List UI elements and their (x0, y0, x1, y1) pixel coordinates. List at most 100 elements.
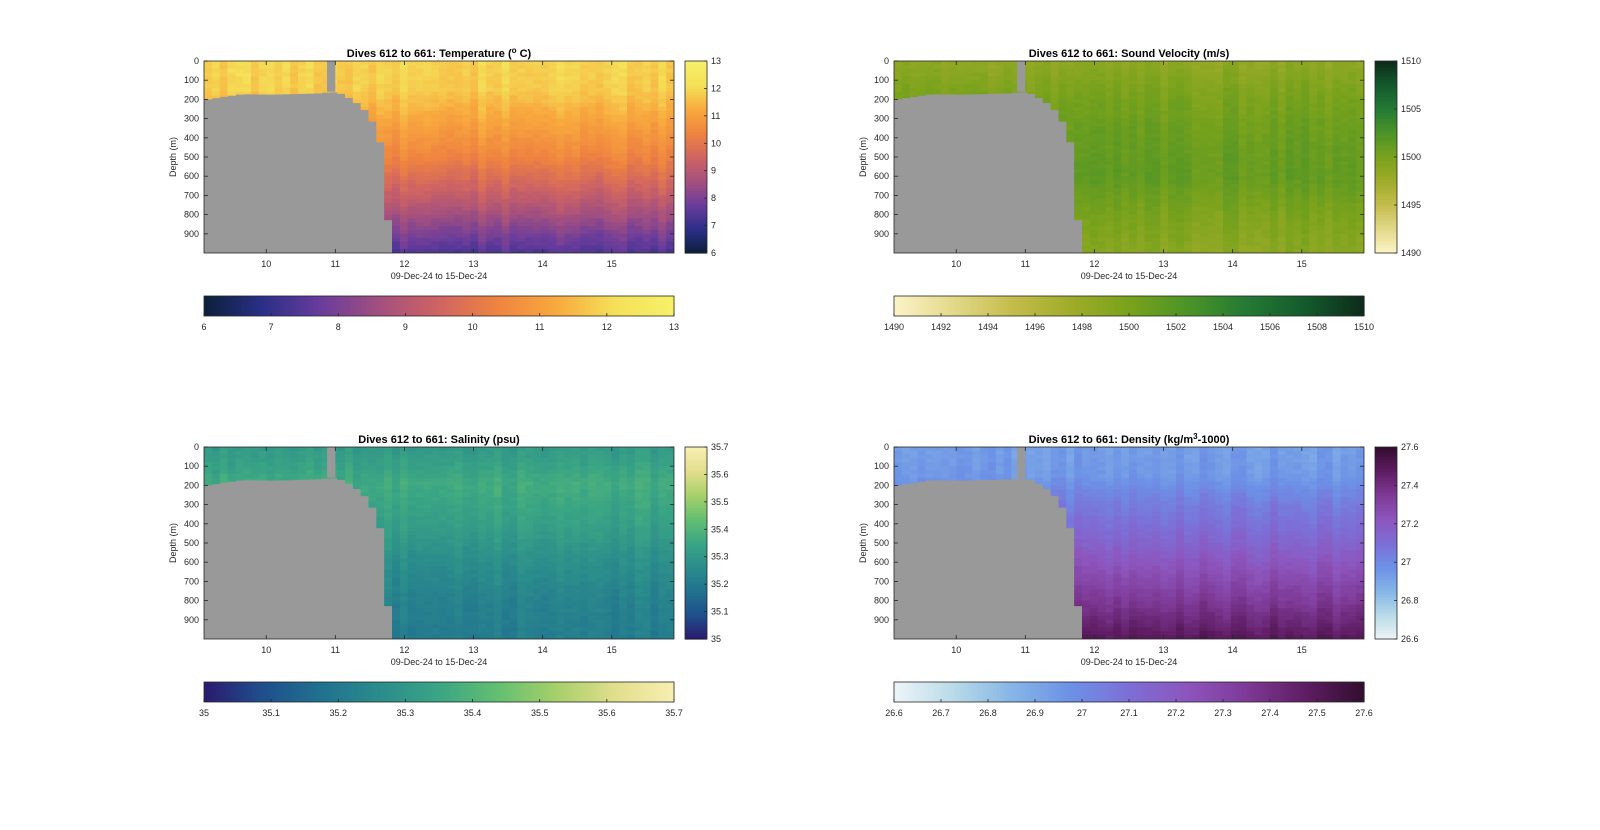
data-cell (376, 500, 385, 506)
data-cell (1230, 241, 1240, 246)
data-cell (423, 130, 432, 135)
data-cell (1097, 110, 1107, 116)
data-cell (407, 164, 417, 170)
data-cell (298, 470, 307, 475)
data-cell (384, 477, 393, 483)
data-cell (1340, 203, 1349, 208)
data-cell (345, 447, 354, 452)
data-cell (493, 110, 503, 116)
data-cell (219, 64, 229, 70)
colorbar-segment (1132, 296, 1137, 316)
data-cell (894, 80, 903, 85)
data-cell (501, 95, 511, 100)
data-cell (251, 477, 260, 481)
data-cell (439, 99, 448, 104)
data-cell (1089, 153, 1099, 158)
y-tick-label: 200 (874, 94, 889, 104)
data-cell (439, 206, 448, 212)
colorbar-segment (600, 296, 605, 316)
data-cell (988, 80, 997, 85)
data-cell (509, 61, 518, 66)
colorbar-segment (358, 296, 363, 316)
data-cell (564, 245, 573, 250)
data-cell (1324, 229, 1334, 235)
data-cell (995, 64, 1005, 70)
colorbar-segment (960, 296, 965, 316)
data-cell (462, 160, 471, 166)
data-cell (486, 237, 495, 243)
data-cell (1082, 249, 1091, 253)
data-cell (1042, 72, 1052, 77)
data-cell (423, 141, 432, 147)
data-cell (1160, 176, 1169, 181)
data-cell (454, 76, 464, 81)
data-cell (415, 249, 424, 253)
data-cell (486, 110, 495, 116)
data-cell (392, 99, 401, 104)
data-cell (1340, 72, 1349, 77)
data-cell (1199, 222, 1208, 227)
data-cell (376, 80, 385, 85)
data-cell (454, 164, 464, 170)
data-cell (1191, 226, 1201, 231)
data-cell (1340, 249, 1349, 253)
data-cell (415, 164, 424, 170)
data-cell (1168, 84, 1177, 89)
data-cell (1066, 80, 1075, 85)
data-cell (1301, 95, 1310, 100)
data-cell (1215, 91, 1224, 97)
data-cell (1160, 87, 1169, 93)
data-cell (1168, 137, 1177, 143)
data-cell (431, 229, 440, 235)
side-colorbar-label: 10 (711, 138, 721, 148)
data-cell (360, 84, 370, 89)
data-cell (634, 191, 644, 196)
data-cell (1144, 203, 1154, 208)
data-cell (517, 153, 526, 158)
data-cell (517, 110, 526, 116)
data-cell (666, 249, 674, 253)
data-cell (1144, 103, 1154, 108)
data-cell (1262, 145, 1271, 150)
data-cell (384, 153, 393, 158)
data-cell (1254, 95, 1263, 100)
data-cell (1089, 72, 1099, 77)
data-cell (533, 110, 542, 116)
colorbar-segment (1147, 296, 1152, 316)
data-cell (619, 145, 628, 150)
data-cell (439, 249, 448, 253)
data-cell (384, 195, 393, 200)
data-cell (564, 126, 573, 131)
data-cell (1309, 180, 1318, 185)
data-cell (423, 249, 432, 253)
data-cell (1129, 76, 1138, 81)
data-cell (446, 103, 456, 108)
data-cell (587, 180, 597, 185)
data-cell (509, 80, 518, 85)
data-cell (956, 91, 966, 95)
data-cell (407, 160, 417, 166)
data-cell (1035, 68, 1044, 74)
data-cell (454, 168, 464, 173)
data-cell (509, 218, 518, 223)
data-cell (1309, 199, 1318, 204)
data-cell (619, 233, 628, 239)
data-cell (446, 126, 456, 131)
data-cell (556, 241, 565, 246)
data-cell (595, 222, 605, 227)
side-colorbar-segment (1375, 235, 1397, 239)
data-cell (258, 470, 268, 475)
data-cell (1340, 149, 1349, 154)
data-cell (1238, 229, 1248, 235)
data-cell (603, 133, 612, 139)
data-cell (1348, 84, 1357, 89)
data-cell (1121, 229, 1130, 235)
data-cell (345, 481, 354, 484)
data-cell (1230, 191, 1240, 196)
data-cell (352, 473, 362, 479)
data-cell (1332, 141, 1342, 147)
colorbar-segment (1033, 296, 1038, 316)
data-cell (634, 195, 644, 200)
data-cell (266, 64, 276, 70)
colorbar-segment (1275, 296, 1281, 316)
